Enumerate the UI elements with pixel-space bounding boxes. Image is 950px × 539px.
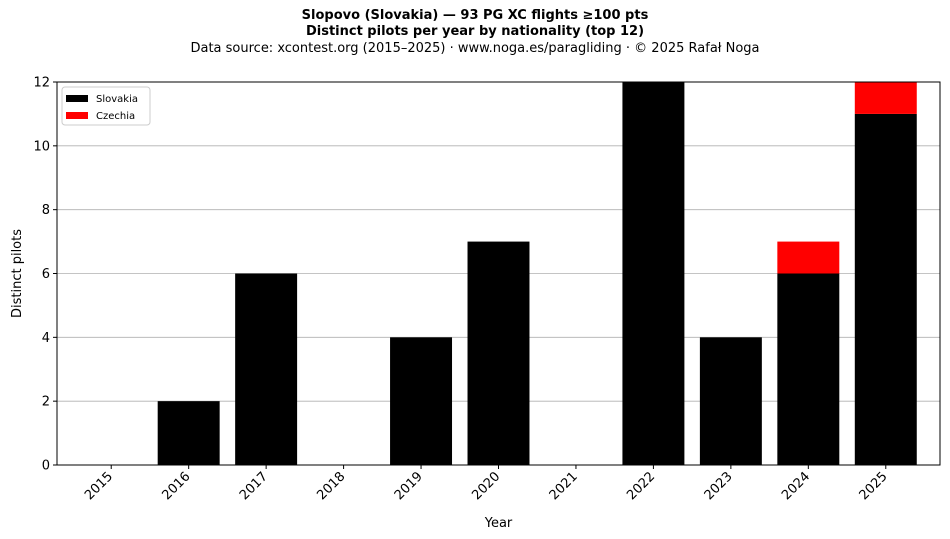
y-tick-label: 12 (33, 76, 50, 91)
y-tick-label: 10 (33, 139, 50, 154)
x-tick-label: 2021 (547, 469, 581, 503)
x-tick-label: 2022 (624, 469, 658, 503)
y-tick-label: 4 (42, 331, 50, 346)
chart-subtitle: Distinct pilots per year by nationality … (305, 24, 645, 39)
y-tick-label: 2 (42, 395, 50, 410)
x-axis-label: Year (484, 516, 513, 531)
x-tick-label: 2019 (392, 469, 426, 503)
y-axis-label: Distinct pilots (10, 229, 25, 318)
chart-titles: Slopovo (Slovakia) — 93 PG XC flights ≥1… (0, 8, 950, 57)
y-tick-label: 6 (42, 267, 50, 282)
legend-label-slovakia: Slovakia (96, 94, 138, 105)
bar-slovakia-2017 (235, 273, 298, 465)
legend-swatch-czechia (66, 112, 88, 119)
y-tick-label: 0 (42, 459, 50, 474)
bar-slovakia-2024 (777, 273, 840, 465)
bar-slovakia-2020 (467, 241, 530, 465)
chart-title: Slopovo (Slovakia) — 93 PG XC flights ≥1… (301, 8, 649, 23)
bar-slovakia-2023 (699, 337, 762, 465)
bar-slovakia-2016 (157, 401, 220, 465)
bar-czechia-2024 (777, 241, 840, 274)
x-tick-label: 2017 (237, 469, 271, 503)
bar-slovakia-2025 (854, 113, 917, 466)
x-tick-label: 2024 (779, 469, 813, 503)
x-tick-label: 2023 (702, 469, 736, 503)
bar-czechia-2025 (854, 82, 917, 114)
x-tick-label: 2025 (857, 469, 891, 503)
x-tick-label: 2015 (82, 469, 116, 503)
bar-slovakia-2022 (622, 82, 685, 465)
x-tick-label: 2018 (314, 469, 348, 503)
x-tick-label: 2020 (469, 469, 503, 503)
x-tick-label: 2016 (159, 469, 193, 503)
legend-swatch-slovakia (66, 95, 88, 102)
bar-slovakia-2019 (390, 337, 453, 465)
legend-label-czechia: Czechia (96, 111, 135, 122)
y-tick-label: 8 (42, 203, 50, 218)
chart-source: Data source: xcontest.org (2015–2025) · … (190, 41, 760, 56)
